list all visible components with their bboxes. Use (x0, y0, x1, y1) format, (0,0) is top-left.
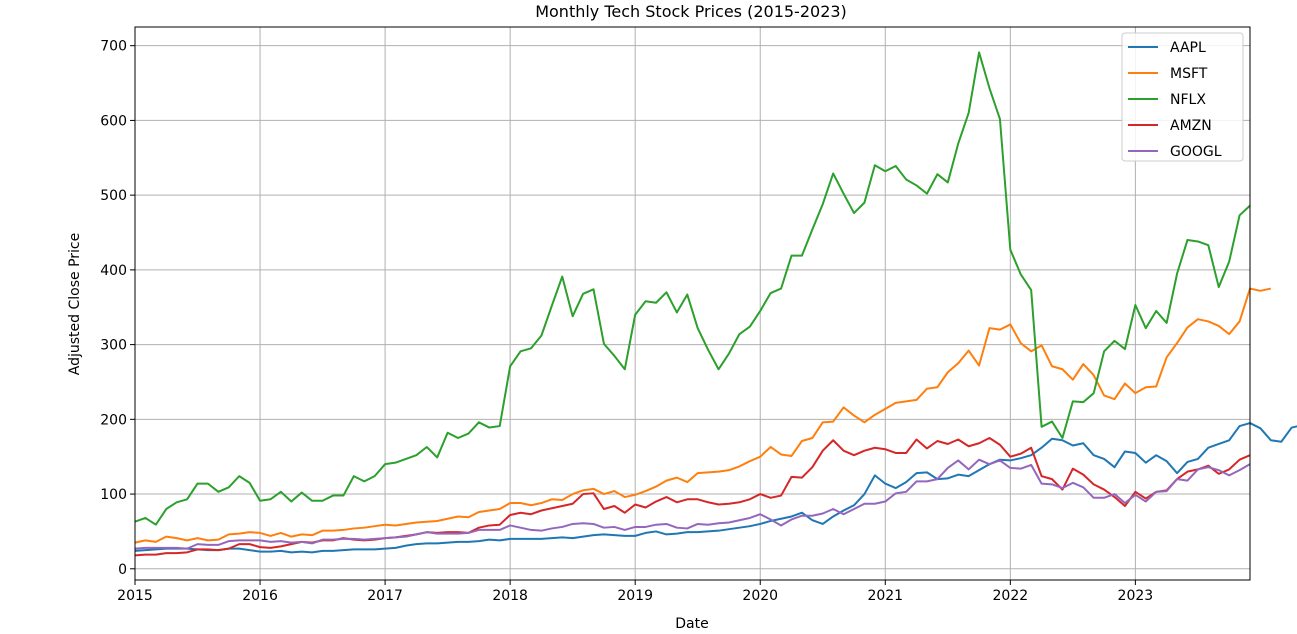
legend-label-amzn: AMZN (1170, 118, 1212, 134)
legend-label-aapl: AAPL (1170, 40, 1206, 56)
y-tick-label: 400 (100, 263, 127, 279)
y-axis: 0 100 200 300 400 500 600 700 (100, 39, 135, 578)
legend-label-googl: GOOGL (1170, 144, 1222, 160)
grid (134, 27, 1250, 580)
x-tick-label: 2021 (867, 588, 903, 604)
legend: AAPL MSFT NFLX AMZN GOOGL (1121, 32, 1244, 162)
series-layer (134, 51, 1297, 557)
x-tick-label: 2018 (492, 588, 528, 604)
x-tick-label: 2020 (742, 588, 778, 604)
y-tick-label: 200 (100, 412, 127, 428)
y-tick-label: 100 (100, 487, 127, 503)
x-tick-label: 2022 (993, 588, 1029, 604)
y-tick-label: 700 (100, 39, 127, 55)
legend-box (1121, 32, 1244, 162)
legend-label-msft: MSFT (1170, 66, 1208, 82)
chart-title: Monthly Tech Stock Prices (2015-2023) (535, 2, 847, 21)
series-line-msft (134, 287, 1272, 544)
series-line-nflx (134, 51, 1251, 526)
x-tick-label: 2017 (367, 588, 403, 604)
plot-frame (134, 26, 1251, 581)
x-tick-label: 2023 (1118, 588, 1154, 604)
y-tick-label: 600 (100, 113, 127, 129)
series-line-aapl (134, 422, 1297, 554)
y-tick-label: 300 (100, 338, 127, 354)
y-tick-label: 500 (100, 188, 127, 204)
series-line-amzn (134, 437, 1251, 557)
x-axis-label: Date (675, 616, 708, 632)
x-tick-label: 2016 (242, 588, 278, 604)
x-axis: 2015 2016 2017 2018 2019 2020 2021 2022 2023 (117, 580, 1153, 604)
x-tick-label: 2019 (617, 588, 653, 604)
y-axis-label: Adjusted Close Price (67, 233, 83, 375)
y-tick-label: 0 (118, 562, 127, 578)
series-line-googl (134, 458, 1251, 550)
x-tick-label: 2015 (117, 588, 153, 604)
legend-label-nflx: NFLX (1170, 92, 1206, 108)
